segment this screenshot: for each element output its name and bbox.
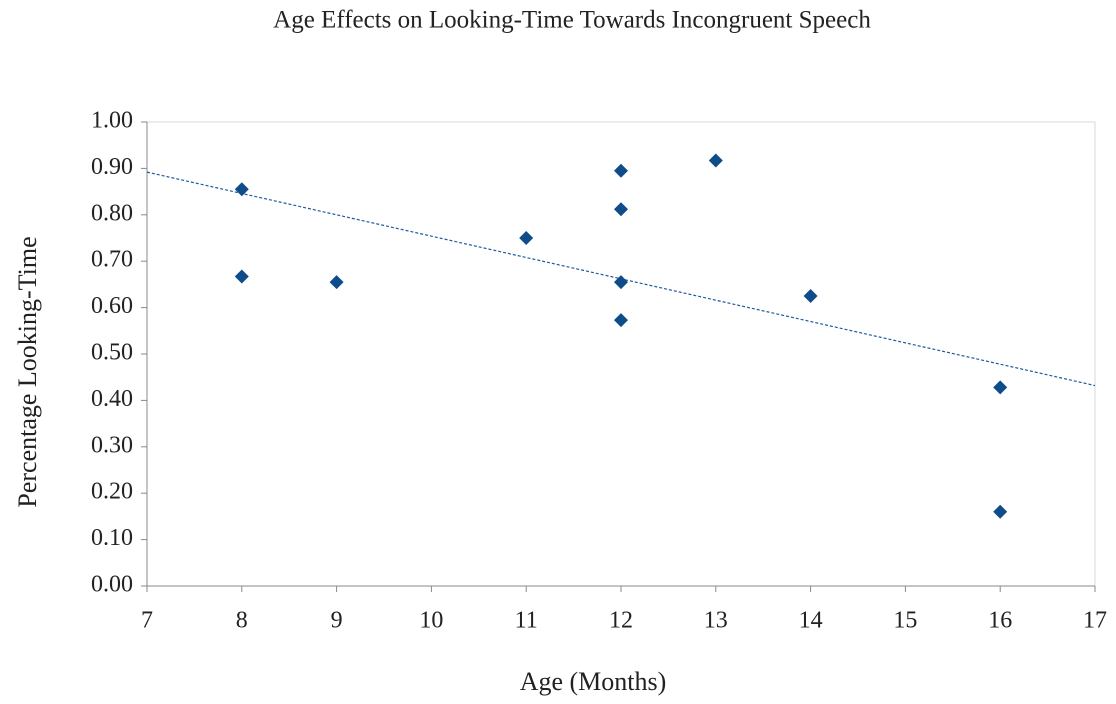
x-tick-label: 8 — [236, 608, 248, 634]
x-axis-title: Age (Months) — [520, 667, 667, 696]
y-tick-label: 0.40 — [91, 386, 133, 412]
x-tick-label: 14 — [799, 608, 823, 634]
y-tick-label: 0.50 — [91, 340, 133, 366]
point — [519, 231, 534, 245]
point — [234, 269, 249, 284]
y-tick-label: 0.80 — [91, 200, 133, 226]
y-tick-label: 0.60 — [91, 293, 133, 319]
y-axis-title: Percentage Looking-Time — [13, 236, 42, 507]
point — [708, 153, 723, 168]
y-tick-label: 0.20 — [91, 479, 133, 505]
point — [614, 202, 628, 217]
y-tick-label: 0.70 — [91, 247, 133, 273]
x-tick-label: 11 — [515, 608, 538, 634]
point — [993, 380, 1008, 395]
x-tick-label: 7 — [141, 608, 153, 634]
chart-title: Age Effects on Looking-Time Towards Inco… — [273, 7, 871, 34]
x-tick-label: 12 — [609, 608, 633, 634]
point — [993, 504, 1008, 519]
y-tick-label: 1.00 — [91, 108, 133, 134]
x-tick-label: 15 — [893, 608, 917, 634]
y-tick-label: 0.30 — [91, 432, 133, 458]
point — [329, 275, 344, 290]
x-tick-label: 16 — [988, 608, 1012, 634]
x-tick-label: 9 — [331, 608, 343, 634]
point — [614, 313, 628, 328]
point — [803, 289, 818, 303]
y-tick-label: 0.00 — [91, 572, 133, 598]
point — [614, 163, 628, 178]
point — [234, 182, 249, 197]
y-tick-label: 0.90 — [91, 154, 133, 180]
y-tick-label: 0.10 — [91, 525, 133, 551]
point — [614, 275, 628, 290]
x-tick-label: 13 — [704, 608, 728, 634]
x-tick-label: 17 — [1083, 608, 1107, 634]
x-tick-label: 10 — [419, 608, 443, 634]
